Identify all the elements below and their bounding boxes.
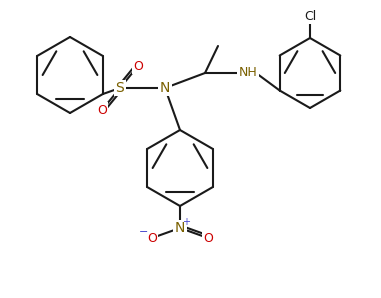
Text: O: O bbox=[147, 232, 157, 244]
Text: N: N bbox=[160, 81, 170, 95]
Text: NH: NH bbox=[239, 66, 258, 80]
Text: O: O bbox=[97, 103, 107, 117]
Text: Cl: Cl bbox=[304, 10, 316, 23]
Text: O: O bbox=[133, 60, 143, 72]
Text: −: − bbox=[139, 227, 149, 237]
Text: S: S bbox=[115, 81, 124, 95]
Text: +: + bbox=[182, 217, 190, 227]
Text: O: O bbox=[203, 232, 213, 244]
Text: N: N bbox=[175, 221, 185, 235]
